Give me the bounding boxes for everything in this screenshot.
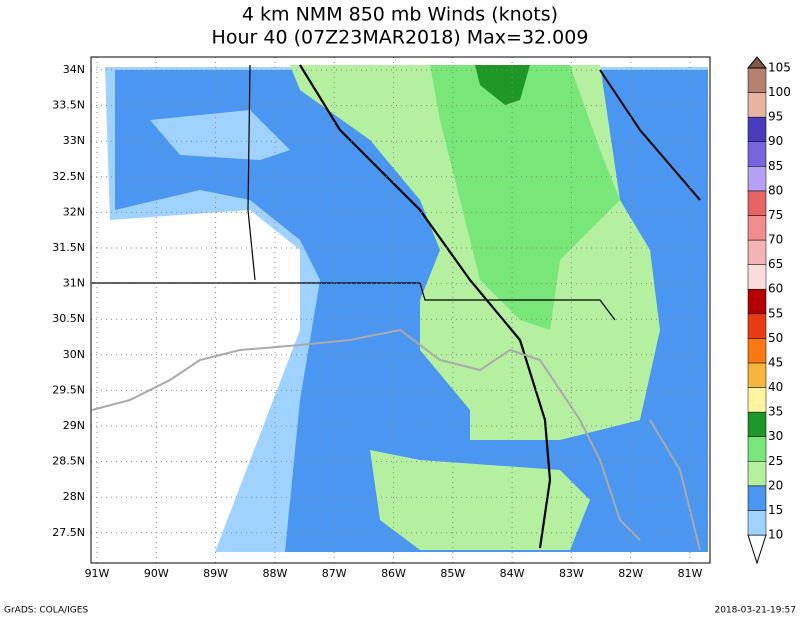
colorbar-end: [746, 56, 768, 69]
colorbar-box: [747, 436, 767, 462]
colorbar-box: [747, 461, 767, 487]
colorbar-label: 35: [768, 405, 783, 419]
colorbar-box: [747, 313, 767, 339]
colorbar-label: 105: [768, 61, 791, 75]
colorbar-box: [747, 510, 767, 536]
title-line: Hour 40 (07Z23MAR2018) Max=32.009: [212, 27, 589, 49]
lon-label: 83W: [559, 567, 584, 580]
lat-label: 30.5N: [52, 312, 85, 325]
colorbar-label: 10: [768, 528, 783, 542]
lat-label: 32.5N: [52, 170, 85, 183]
lat-label: 29N: [63, 419, 85, 432]
map-field: [91, 57, 710, 563]
coastline: [91, 328, 701, 551]
colorbar-box: [747, 239, 767, 265]
lon-label: 82W: [618, 567, 643, 580]
colorbar-box: [747, 190, 767, 216]
lon-label: 89W: [203, 567, 228, 580]
colorbar-box: [747, 215, 767, 241]
lon-label: 81W: [678, 567, 703, 580]
lon-label: 86W: [381, 567, 406, 580]
lat-label: 28N: [63, 490, 85, 503]
colorbar-box: [747, 92, 767, 118]
colorbar-box: [747, 141, 767, 167]
colorbar-label: 65: [768, 257, 783, 271]
grid: [91, 57, 710, 563]
lat-label: 29.5N: [52, 383, 85, 396]
shade-20-25: [370, 450, 590, 550]
colorbar-box: [747, 411, 767, 437]
title-line: 4 km NMM 850 mb Winds (knots): [242, 4, 558, 26]
colorbar-label: 20: [768, 478, 783, 492]
colorbar-label: 100: [768, 85, 791, 99]
borders: [92, 64, 701, 549]
lat-label: 27.5N: [52, 526, 85, 539]
colorbar-label: 25: [768, 454, 783, 468]
lon-label: 84W: [500, 567, 525, 580]
colorbar-box: [747, 338, 767, 364]
colorbar-label: 90: [768, 134, 783, 148]
lat-label: 33N: [63, 134, 85, 147]
lat-label: 34N: [63, 63, 85, 76]
colorbar-end: [747, 534, 767, 565]
colorbar-box: [747, 67, 767, 93]
colorbar-label: 30: [768, 429, 783, 443]
colorbar-label: 85: [768, 159, 783, 173]
colorbar-label: 15: [768, 503, 783, 517]
colorbar-label: 60: [768, 282, 783, 296]
colorbar-box: [747, 166, 767, 192]
colorbar-label: 80: [768, 183, 783, 197]
axis-labels: 91W 90W 89W 88W 87W 86W 85W 84W 83W 82W 81W 34N 33.5…: [52, 63, 702, 580]
shade-10-15: [150, 110, 290, 160]
colorbar-box: [747, 116, 767, 142]
shade-25-30: [430, 65, 620, 330]
colorbar-label: 70: [768, 233, 783, 247]
lon-label: 87W: [322, 567, 347, 580]
colorbar-label: 75: [768, 208, 783, 222]
colorbar-box: [747, 288, 767, 315]
footer-right: 2018-03-21-19:57: [715, 606, 797, 616]
map-frame: [90, 56, 711, 564]
colorbar-box: [747, 387, 767, 413]
lat-label: 33.5N: [52, 99, 85, 112]
shade-30-35: [475, 65, 530, 105]
lat-label: 31.5N: [52, 241, 85, 254]
lon-label: 88W: [262, 567, 287, 580]
lon-label: 90W: [144, 567, 169, 580]
colorbar-box: [747, 362, 767, 388]
lat-label: 28.5N: [52, 455, 85, 468]
colorbar-label: 50: [768, 331, 783, 345]
colorbar: 10 15 20 25 30 35 40 45 50 55 60 65 70 75 80 85 90 95 100 1…: [746, 56, 791, 565]
lon-label: 91W: [85, 567, 110, 580]
colorbar-label: 45: [768, 355, 783, 369]
footer-left: GrADS: COLA/IGES: [4, 606, 88, 616]
colorbar-label: 40: [768, 380, 783, 394]
lon-label: 85W: [440, 567, 465, 580]
colorbar-label: 95: [768, 110, 783, 124]
lat-label: 30N: [63, 348, 85, 361]
lat-label: 31N: [63, 277, 85, 290]
colorbar-box: [747, 485, 767, 511]
colorbar-label: 55: [768, 306, 783, 320]
colorbar-box: [747, 264, 767, 290]
lat-label: 32N: [63, 205, 85, 218]
